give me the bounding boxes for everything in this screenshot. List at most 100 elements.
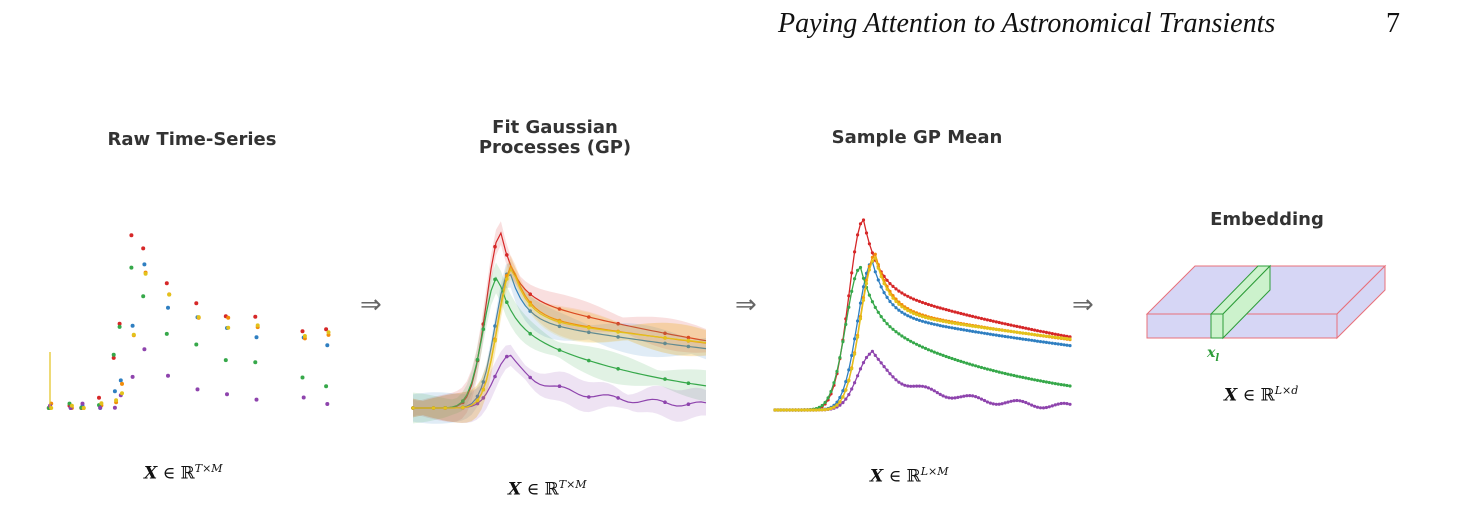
sample-point-purple-69: [976, 396, 981, 400]
math-gp-rel: ∈ ℝ: [521, 479, 559, 500]
gp-point-yellow-3: [461, 405, 465, 410]
sample-point-yellow-47: [912, 311, 916, 316]
sample-point-purple-80: [1009, 399, 1013, 403]
gp-point-yellow-0: [411, 406, 415, 410]
raw-point-blue-6: [130, 323, 135, 328]
sample-point-green-69: [976, 365, 981, 369]
sample-point-blue-67: [971, 329, 975, 333]
sample-point-purple-59: [947, 396, 951, 400]
sample-point-yellow-35: [876, 266, 880, 270]
sample-point-purple-57: [941, 394, 945, 398]
sample-point-red-51: [923, 301, 928, 306]
sample-point-purple-66: [968, 394, 972, 398]
sample-point-yellow-89: [1035, 333, 1040, 337]
sample-point-red-65: [965, 313, 969, 317]
raw-point-purple-12: [301, 395, 306, 400]
raw-point-green-4: [111, 352, 116, 357]
sample-point-green-40: [891, 327, 895, 331]
sample-point-yellow-98: [1062, 336, 1066, 340]
sample-point-red-55: [935, 305, 939, 309]
sample-point-green-99: [1065, 383, 1069, 388]
sample-point-green-56: [938, 352, 942, 356]
sample-point-blue-68: [974, 330, 978, 334]
sample-point-yellow-42: [897, 302, 901, 306]
sample-point-red-44: [903, 293, 907, 297]
sample-point-purple-49: [917, 384, 922, 388]
sample-point-yellow-14: [814, 408, 818, 412]
sample-point-purple-65: [965, 394, 969, 398]
sample-point-yellow-59: [947, 320, 951, 325]
raw-point-yellow-8: [167, 292, 172, 297]
raw-point-green-7: [141, 294, 146, 299]
sample-point-green-47: [912, 341, 916, 345]
sample-point-green-45: [906, 338, 910, 342]
sample-point-green-22: [838, 356, 842, 360]
arrow-1: ⇒: [360, 290, 382, 320]
sample-point-green-64: [962, 360, 966, 364]
sample-point-yellow-11: [805, 408, 810, 412]
gp-point-blue-13: [686, 344, 691, 349]
sample-point-purple-63: [959, 395, 963, 399]
sample-point-blue-77: [1000, 334, 1004, 338]
sample-point-purple-43: [900, 382, 904, 386]
sample-point-green-79: [1006, 372, 1010, 376]
sample-point-purple-48: [915, 384, 919, 388]
sample-point-green-74: [991, 369, 995, 373]
sample-point-red-89: [1035, 329, 1040, 333]
sample-point-red-25: [847, 294, 851, 298]
sample-point-green-29: [858, 265, 863, 270]
sample-point-green-93: [1047, 380, 1051, 385]
embed-slab-front: [1210, 313, 1224, 339]
sample-point-blue-80: [1009, 335, 1013, 339]
sample-point-blue-73: [988, 332, 993, 336]
sample-point-yellow-9: [799, 408, 804, 412]
sample-point-blue-23: [841, 389, 845, 393]
sample-point-blue-71: [982, 331, 987, 335]
sample-point-red-48: [915, 298, 919, 302]
sample-point-blue-60: [950, 326, 954, 330]
raw-point-green-10: [223, 358, 228, 363]
sample-point-red-75: [994, 320, 998, 324]
sample-point-blue-28: [856, 319, 860, 323]
gp-point-purple-9: [557, 384, 562, 389]
sample-point-green-59: [947, 355, 951, 360]
sample-point-purple-28: [856, 374, 860, 378]
sample-point-green-78: [1003, 371, 1007, 376]
math-raw: X ∈ ℝT×M: [144, 462, 223, 484]
math-embedding-sup: L×d: [1274, 384, 1299, 397]
sample-point-blue-98: [1062, 343, 1066, 347]
raw-point-red-11: [253, 314, 258, 319]
sample-point-purple-41: [894, 378, 898, 382]
sample-point-purple-46: [909, 384, 913, 388]
sample-point-purple-34: [873, 353, 877, 357]
sample-point-red-59: [947, 308, 951, 312]
sample-point-red-85: [1024, 326, 1028, 330]
raw-point-red-5: [117, 321, 122, 326]
raw-point-green-5: [117, 324, 122, 329]
sample-point-red-27: [853, 250, 857, 254]
sample-point-green-35: [876, 310, 880, 314]
sample-point-green-98: [1062, 383, 1066, 387]
raw-point-red-12: [300, 329, 305, 334]
sample-point-green-92: [1044, 380, 1048, 384]
sample-point-red-87: [1030, 327, 1034, 332]
sample-point-blue-47: [912, 316, 916, 320]
sample-point-green-15: [817, 405, 821, 409]
sample-point-green-39: [888, 325, 892, 329]
gp-point-green-8: [528, 331, 532, 336]
sample-point-yellow-44: [903, 307, 907, 311]
gp-point-purple-10: [587, 395, 591, 399]
sample-point-yellow-36: [879, 274, 883, 279]
gp-band-green: [413, 262, 706, 424]
sample-point-blue-58: [944, 325, 948, 329]
sample-point-purple-27: [853, 381, 857, 385]
embedding-slab-label-main: x: [1207, 345, 1216, 361]
sample-point-blue-93: [1047, 341, 1051, 345]
sample-point-blue-30: [861, 285, 866, 289]
sample-point-blue-22: [838, 395, 842, 400]
raw-point-blue-7: [142, 262, 147, 267]
sample-point-green-32: [867, 293, 872, 297]
sample-point-purple-70: [979, 397, 984, 401]
sample-point-green-42: [897, 332, 901, 336]
math-gp-sup: T×M: [558, 478, 587, 491]
